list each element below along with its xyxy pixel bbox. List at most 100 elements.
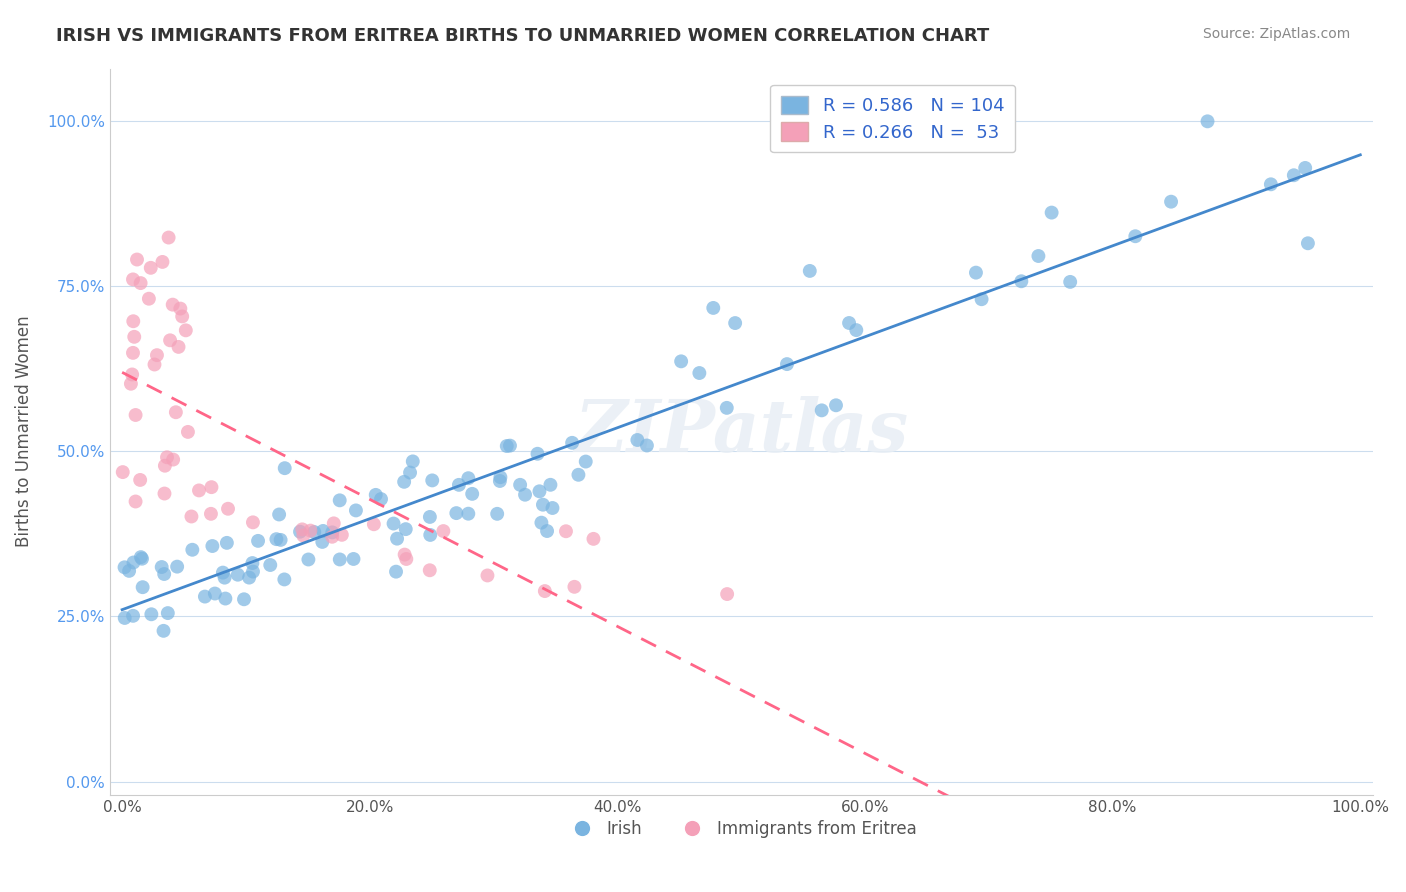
Irish (1059, 275, 1081, 289)
Immigrants from Eritrea (330, 528, 353, 542)
Irish (446, 506, 468, 520)
Immigrants from Eritrea (582, 532, 605, 546)
Irish (131, 580, 153, 594)
Irish (395, 522, 418, 536)
Irish (181, 542, 204, 557)
Irish (457, 471, 479, 485)
Text: Source: ZipAtlas.com: Source: ZipAtlas.com (1202, 27, 1350, 41)
Irish (122, 608, 145, 623)
Irish (825, 398, 848, 412)
Irish (724, 316, 747, 330)
Immigrants from Eritrea (395, 552, 418, 566)
Irish (226, 567, 249, 582)
Irish (321, 525, 343, 540)
Text: IRISH VS IMMIGRANTS FROM ERITREA BIRTHS TO UNMARRIED WOMEN CORRELATION CHART: IRISH VS IMMIGRANTS FROM ERITREA BIRTHS … (56, 27, 990, 45)
Irish (288, 524, 311, 539)
Irish (122, 556, 145, 570)
Irish (242, 556, 264, 570)
Irish (575, 454, 598, 468)
Irish (270, 533, 292, 547)
Irish (153, 567, 176, 582)
Irish (447, 478, 470, 492)
Immigrants from Eritrea (299, 524, 322, 538)
Immigrants from Eritrea (122, 314, 145, 328)
Irish (402, 454, 425, 468)
Irish (561, 435, 583, 450)
Irish (233, 592, 256, 607)
Irish (845, 323, 868, 337)
Immigrants from Eritrea (174, 323, 197, 337)
Immigrants from Eritrea (363, 517, 385, 532)
Irish (799, 264, 821, 278)
Irish (214, 591, 236, 606)
Irish (274, 461, 297, 475)
Immigrants from Eritrea (169, 301, 191, 316)
Irish (201, 539, 224, 553)
Irish (194, 590, 217, 604)
Irish (1123, 229, 1146, 244)
Irish (1296, 236, 1319, 251)
Irish (273, 573, 295, 587)
Immigrants from Eritrea (162, 298, 184, 312)
Immigrants from Eritrea (432, 524, 454, 538)
Irish (150, 560, 173, 574)
Irish (385, 532, 408, 546)
Immigrants from Eritrea (322, 516, 344, 531)
Irish (538, 477, 561, 491)
Irish (1010, 274, 1032, 288)
Immigrants from Eritrea (217, 501, 239, 516)
Immigrants from Eritrea (159, 334, 181, 348)
Irish (1197, 114, 1219, 128)
Immigrants from Eritrea (555, 524, 578, 539)
Irish (489, 474, 512, 488)
Irish (156, 606, 179, 620)
Irish (329, 493, 352, 508)
Immigrants from Eritrea (242, 516, 264, 530)
Irish (166, 559, 188, 574)
Irish (419, 510, 441, 524)
Irish (118, 564, 141, 578)
Irish (214, 571, 236, 585)
Irish (420, 474, 443, 488)
Irish (141, 607, 163, 622)
Immigrants from Eritrea (152, 255, 174, 269)
Irish (342, 552, 364, 566)
Legend: Irish, Immigrants from Eritrea: Irish, Immigrants from Eritrea (558, 814, 924, 845)
Immigrants from Eritrea (138, 292, 160, 306)
Immigrants from Eritrea (153, 458, 176, 473)
Irish (1028, 249, 1050, 263)
Irish (489, 470, 512, 484)
Irish (385, 565, 408, 579)
Immigrants from Eritrea (122, 272, 145, 286)
Irish (1282, 168, 1305, 182)
Irish (419, 528, 441, 542)
Irish (716, 401, 738, 415)
Irish (529, 484, 551, 499)
Irish (636, 438, 658, 452)
Irish (457, 507, 479, 521)
Irish (688, 366, 710, 380)
Irish (509, 478, 531, 492)
Immigrants from Eritrea (124, 408, 146, 422)
Irish (513, 488, 536, 502)
Irish (838, 316, 860, 330)
Immigrants from Eritrea (200, 507, 222, 521)
Immigrants from Eritrea (111, 465, 134, 479)
Immigrants from Eritrea (167, 340, 190, 354)
Text: ZIPatlas: ZIPatlas (574, 396, 908, 467)
Irish (370, 491, 392, 506)
Irish (304, 524, 326, 539)
Irish (259, 558, 281, 572)
Irish (382, 516, 405, 531)
Immigrants from Eritrea (564, 580, 586, 594)
Irish (242, 565, 264, 579)
Irish (364, 488, 387, 502)
Irish (461, 487, 484, 501)
Immigrants from Eritrea (188, 483, 211, 498)
Immigrants from Eritrea (139, 260, 162, 275)
Irish (311, 535, 333, 549)
Irish (1040, 205, 1063, 219)
Immigrants from Eritrea (292, 528, 315, 542)
Irish (297, 552, 319, 566)
Immigrants from Eritrea (125, 252, 148, 267)
